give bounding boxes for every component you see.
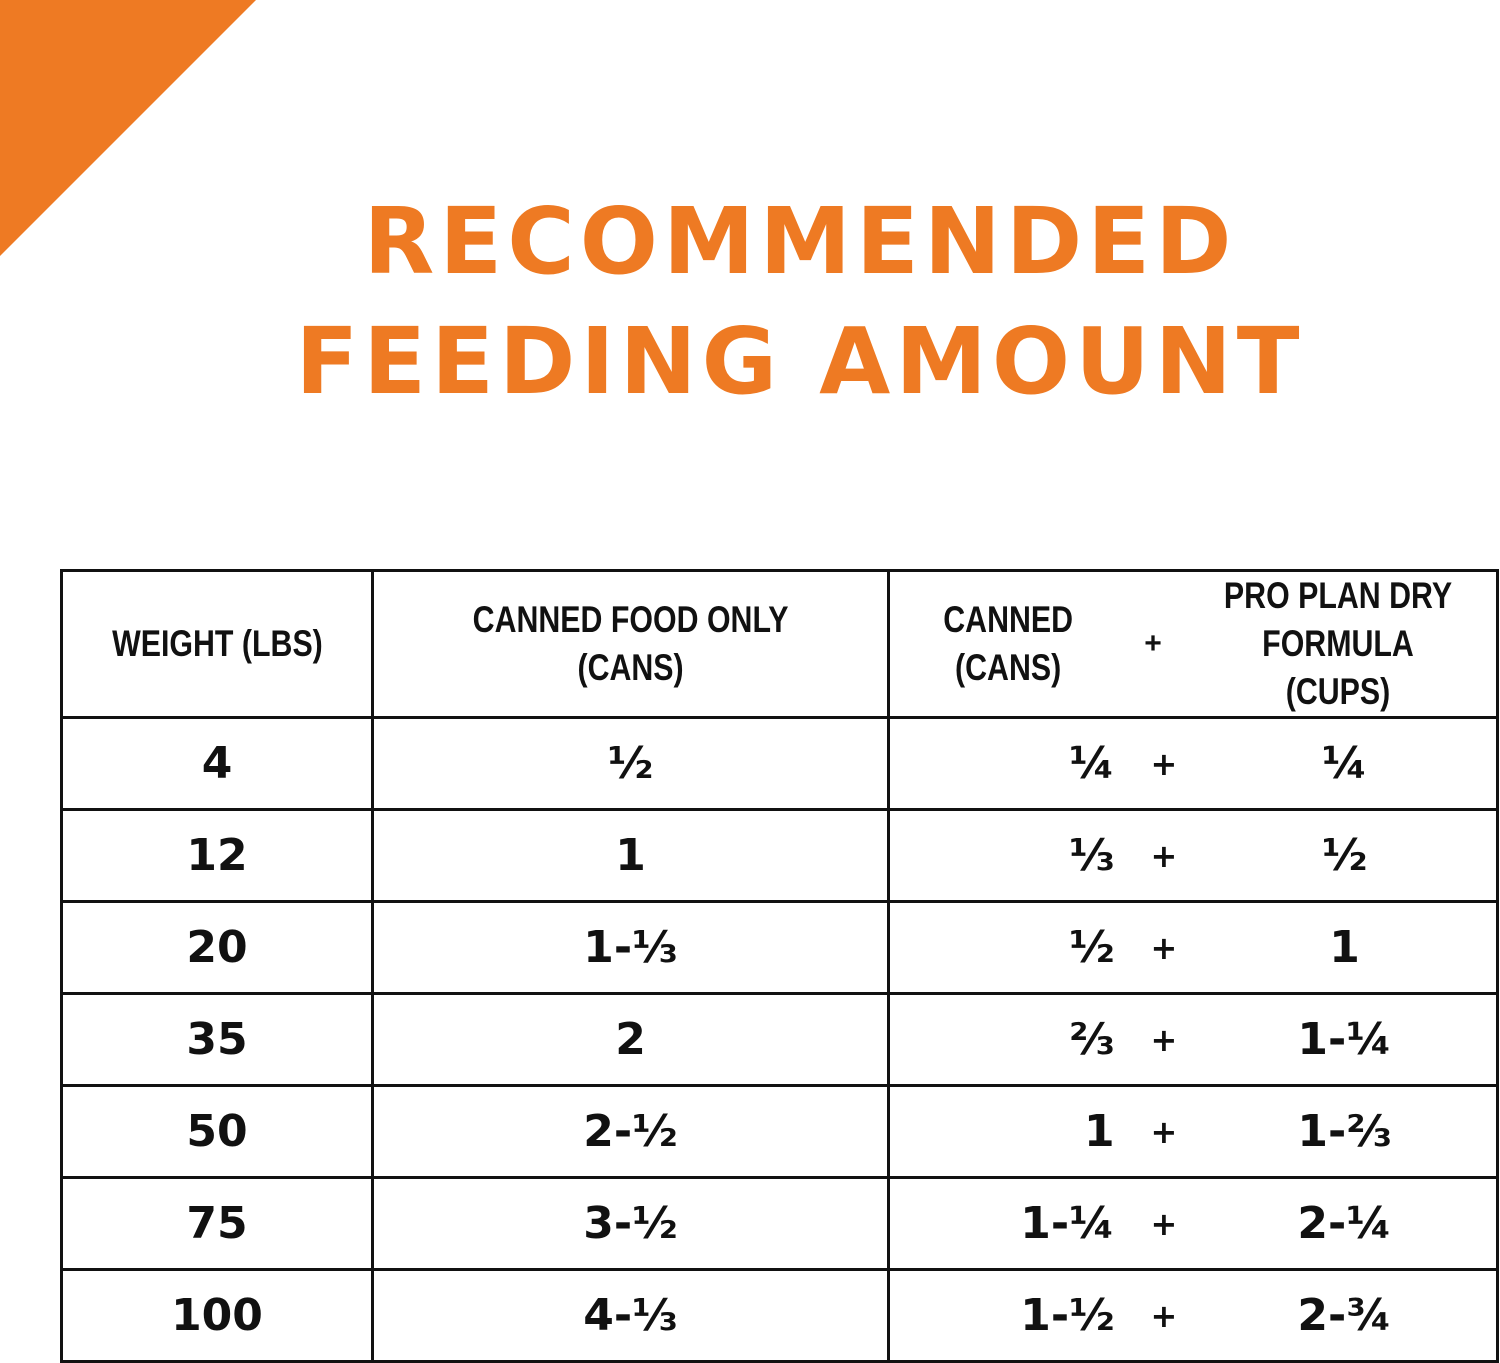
dry-cell: 1-¼ — [1297, 1014, 1392, 1065]
combo-cell: 1-½ + 2-¾ — [887, 1268, 1499, 1363]
header-canned-only: CANNED FOOD ONLY (CANS) — [371, 569, 890, 719]
plus-sign: + — [1150, 1296, 1178, 1335]
canned-cell: ¼ — [1069, 738, 1115, 789]
canned-only-cell: 1 — [371, 808, 890, 903]
weight-cell: 100 — [60, 1268, 374, 1363]
canned-only-cell: 2-½ — [371, 1084, 890, 1179]
plus-sign: + — [1150, 836, 1178, 875]
canned-cell: ½ — [1069, 922, 1115, 973]
table-row: 12 1 ⅓ + ½ — [60, 808, 1499, 903]
combo-cell: ¼ + ¼ — [887, 716, 1499, 811]
dry-cell: 1 — [1329, 922, 1360, 973]
canned-only-cell: 3-½ — [371, 1176, 890, 1271]
dry-cell: ½ — [1321, 830, 1368, 881]
table-header-row: WEIGHT (LBS) CANNED FOOD ONLY (CANS) CAN… — [60, 569, 1499, 719]
plus-sign: + — [1150, 1204, 1178, 1243]
combo-cell: ⅔ + 1-¼ — [887, 992, 1499, 1087]
header-dry-line1: PRO PLAN DRY — [1223, 575, 1453, 616]
header-canned-line1: CANNED — [943, 599, 1073, 640]
table-row: 35 2 ⅔ + 1-¼ — [60, 992, 1499, 1087]
weight-cell: 4 — [60, 716, 374, 811]
dry-cell: ¼ — [1321, 738, 1368, 789]
page-title-line-1: RECOMMENDED — [363, 188, 1237, 295]
header-dry-line2: FORMULA (CUPS) — [1262, 623, 1414, 712]
header-canned-only-line2: (CANS) — [577, 647, 684, 688]
combo-cell: ⅓ + ½ — [887, 808, 1499, 903]
orange-corner-triangle — [0, 0, 256, 256]
weight-cell: 12 — [60, 808, 374, 903]
canned-only-cell: 4-⅓ — [371, 1268, 890, 1363]
header-canned-line2: (CANS) — [954, 647, 1062, 688]
canned-cell: ⅓ — [1069, 830, 1115, 881]
dry-cell: 2-¼ — [1297, 1198, 1392, 1249]
feeding-table: WEIGHT (LBS) CANNED FOOD ONLY (CANS) CAN… — [60, 569, 1499, 1363]
combo-cell: 1 + 1-⅔ — [887, 1084, 1499, 1179]
canned-cell: 1 — [1084, 1106, 1115, 1157]
weight-cell: 20 — [60, 900, 374, 995]
table-row: 100 4-⅓ 1-½ + 2-¾ — [60, 1268, 1499, 1363]
table-row: 20 1-⅓ ½ + 1 — [60, 900, 1499, 995]
header-weight: WEIGHT (LBS) — [60, 569, 374, 719]
plus-sign: + — [1150, 1112, 1178, 1151]
combo-cell: 1-¼ + 2-¼ — [887, 1176, 1499, 1271]
page-title-line-2: FEEDING AMOUNT — [295, 308, 1305, 415]
plus-sign: + — [1150, 744, 1178, 783]
weight-cell: 75 — [60, 1176, 374, 1271]
plus-sign: + — [1150, 1020, 1178, 1059]
canned-only-cell: 1-⅓ — [371, 900, 890, 995]
table-row: 75 3-½ 1-¼ + 2-¼ — [60, 1176, 1499, 1271]
weight-cell: 35 — [60, 992, 374, 1087]
combo-cell: ½ + 1 — [887, 900, 1499, 995]
dry-cell: 2-¾ — [1297, 1290, 1392, 1341]
canned-cell: 1-¼ — [1020, 1198, 1115, 1249]
table-row: 50 2-½ 1 + 1-⅔ — [60, 1084, 1499, 1179]
header-weight-label: WEIGHT (LBS) — [111, 623, 323, 664]
canned-only-cell: ½ — [371, 716, 890, 811]
canned-only-cell: 2 — [371, 992, 890, 1087]
table-row: 4 ½ ¼ + ¼ — [60, 716, 1499, 811]
plus-sign: + — [1150, 928, 1178, 967]
header-plus-sign: + — [1144, 627, 1162, 660]
dry-cell: 1-⅔ — [1297, 1106, 1392, 1157]
header-canned-only-line1: CANNED FOOD ONLY — [472, 599, 789, 640]
canned-cell: 1-½ — [1020, 1290, 1115, 1341]
canned-cell: ⅔ — [1069, 1014, 1115, 1065]
header-canned-plus-dry: CANNED (CANS) + PRO PLAN DRY FORMULA (CU… — [887, 569, 1499, 719]
weight-cell: 50 — [60, 1084, 374, 1179]
